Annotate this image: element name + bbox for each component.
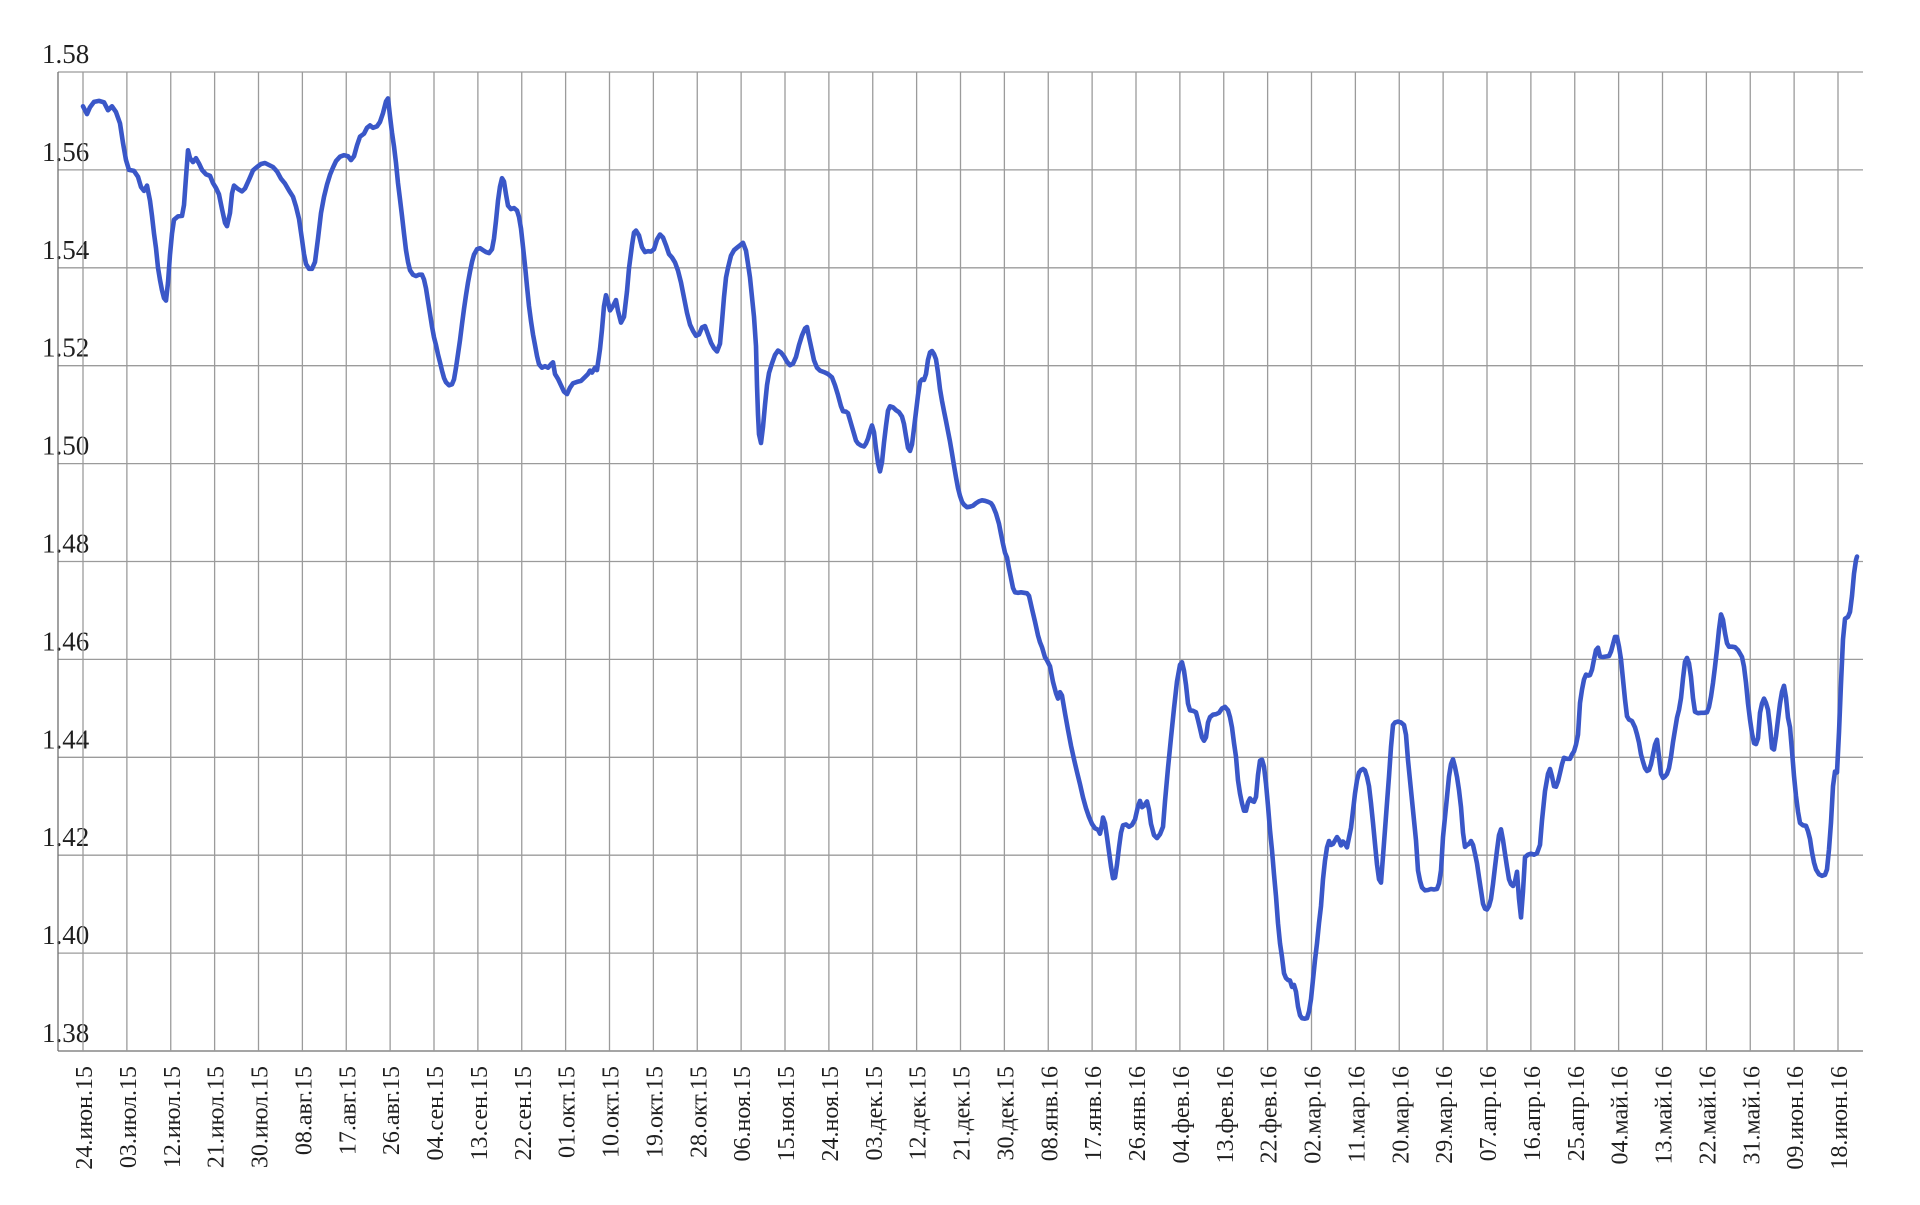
- x-tick-label: 10.окт.15: [599, 1066, 625, 1158]
- x-tick-label: 15.ноя.15: [774, 1066, 800, 1161]
- x-tick-label: 22.фев.16: [1257, 1066, 1283, 1164]
- x-tick-label: 13.сен.15: [467, 1066, 493, 1160]
- x-tick-label: 11.мар.16: [1344, 1066, 1370, 1163]
- y-tick-label: 1.54: [42, 235, 90, 265]
- y-tick-label: 1.40: [42, 920, 89, 950]
- x-tick-label: 06.ноя.15: [730, 1066, 756, 1161]
- x-tick-label: 24.ноя.15: [818, 1066, 844, 1161]
- x-tick-label: 22.май.16: [1695, 1066, 1721, 1165]
- y-tick-label: 1.48: [42, 529, 89, 559]
- x-tick-label: 30.дек.15: [993, 1066, 1019, 1161]
- x-tick-label: 09.июн.16: [1783, 1066, 1809, 1170]
- x-tick-label: 03.июл.15: [116, 1066, 142, 1168]
- y-tick-label: 1.42: [42, 822, 89, 852]
- y-tick-label: 1.56: [42, 137, 89, 167]
- x-tick-label: 02.мар.16: [1301, 1066, 1327, 1164]
- x-tick-label: 16.апр.16: [1520, 1066, 1546, 1161]
- x-tick-label: 04.май.16: [1608, 1066, 1634, 1165]
- x-tick-label: 21.дек.15: [950, 1066, 976, 1161]
- x-tick-label: 17.янв.16: [1081, 1066, 1107, 1161]
- x-tick-label: 01.окт.15: [555, 1066, 581, 1158]
- y-tick-label: 1.52: [42, 333, 89, 363]
- x-tick-label: 22.сен.15: [511, 1066, 537, 1160]
- x-tick-label: 04.сен.15: [423, 1066, 449, 1160]
- y-tick-label: 1.44: [42, 724, 90, 754]
- price-line: [80, 96, 1860, 1022]
- x-tick-label: 12.дек.15: [906, 1066, 932, 1161]
- x-tick-label: 18.июн.16: [1827, 1066, 1853, 1170]
- y-tick-label: 1.50: [42, 431, 89, 461]
- y-tick-label: 1.38: [42, 1018, 89, 1048]
- x-tick-label: 31.май.16: [1739, 1066, 1765, 1165]
- x-tick-label: 08.авг.15: [291, 1066, 317, 1155]
- x-tick-label: 17.авг.15: [335, 1066, 361, 1155]
- x-tick-label: 26.авг.15: [379, 1066, 405, 1155]
- x-tick-label: 07.апр.16: [1476, 1066, 1502, 1161]
- x-tick-label: 21.июл.15: [204, 1066, 230, 1168]
- x-tick-label: 29.мар.16: [1432, 1066, 1458, 1164]
- x-tick-label: 19.окт.15: [642, 1066, 668, 1158]
- x-tick-label: 28.окт.15: [686, 1066, 712, 1158]
- x-tick-label: 08.янв.16: [1037, 1066, 1063, 1161]
- x-tick-label: 30.июл.15: [248, 1066, 274, 1168]
- x-tick-label: 24.июн.15: [72, 1066, 98, 1170]
- x-tick-label: 04.фев.16: [1169, 1066, 1195, 1164]
- x-tick-label: 25.апр.16: [1564, 1066, 1590, 1161]
- y-tick-label: 1.46: [42, 626, 89, 656]
- x-tick-label: 20.мар.16: [1388, 1066, 1414, 1164]
- x-tick-label: 13.фев.16: [1213, 1066, 1239, 1164]
- x-tick-label: 12.июл.15: [160, 1066, 186, 1168]
- x-tick-label: 26.янв.16: [1125, 1066, 1151, 1161]
- x-tick-label: 13.май.16: [1652, 1066, 1678, 1165]
- y-tick-label: 1.58: [42, 39, 89, 69]
- x-tick-label: 03.дек.15: [862, 1066, 888, 1161]
